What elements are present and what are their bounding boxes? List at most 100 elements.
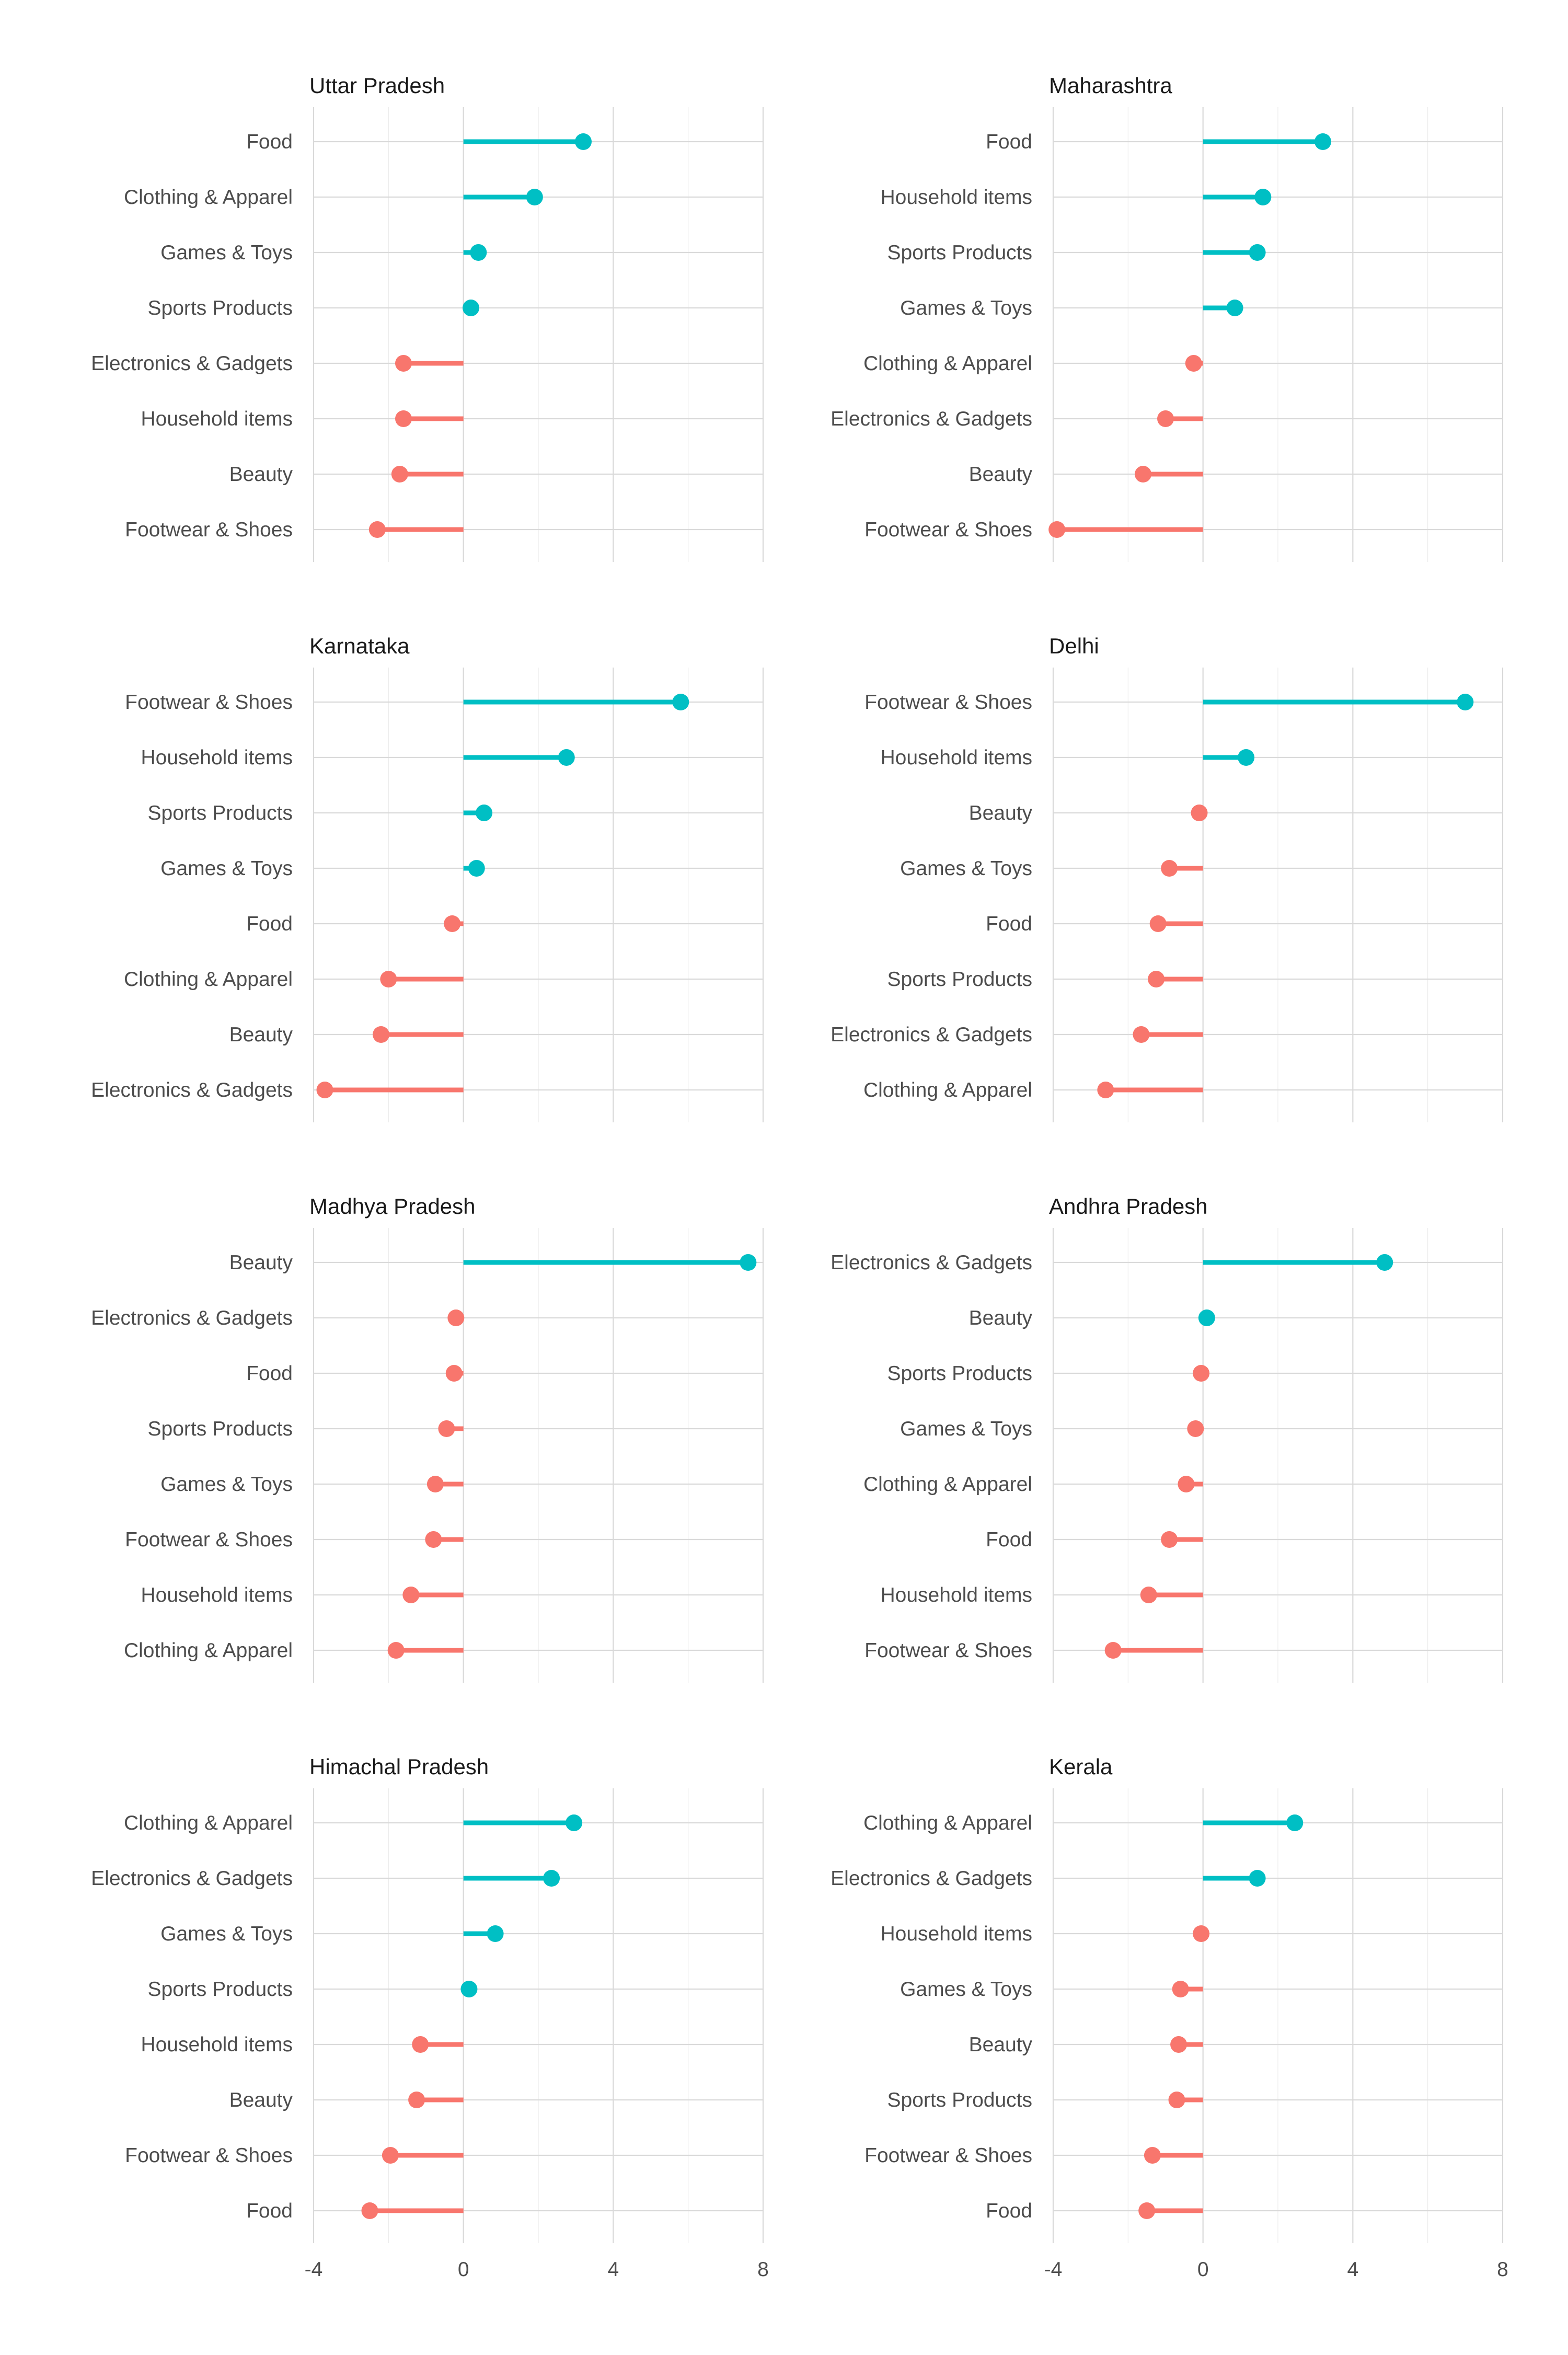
- lollipop-point: [1172, 1981, 1189, 1997]
- panel-title: Maharashtra: [1049, 73, 1172, 98]
- category-label: Beauty: [229, 2089, 293, 2111]
- category-label: Games & Toys: [160, 1473, 293, 1496]
- lollipop-point: [566, 1814, 583, 1831]
- category-label: Food: [246, 1362, 293, 1385]
- category-label: Food: [246, 913, 293, 935]
- lollipop-point: [1170, 2036, 1187, 2053]
- lollipop-point: [1249, 1870, 1266, 1887]
- lollipop-point: [426, 1476, 444, 1492]
- lollipop-point: [575, 133, 592, 150]
- lollipop-point: [373, 1026, 389, 1043]
- lollipop-point: [1238, 749, 1255, 766]
- panel-uttar-pradesh: Uttar Pradesh Food Clothing & Apparel Games…: [91, 73, 764, 562]
- category-label: Food: [986, 131, 1032, 153]
- panel-kerala: Kerala Clothing & Apparel Electronics & Ga…: [831, 1754, 1508, 2281]
- lollipop-point: [361, 2202, 378, 2219]
- lollipop-point: [672, 694, 689, 710]
- category-label: Food: [986, 913, 1032, 935]
- category-label: Clothing & Apparel: [863, 352, 1032, 375]
- x-tick-label: 0: [1197, 2258, 1209, 2281]
- lollipop-point: [395, 355, 412, 372]
- panel-title: Kerala: [1049, 1754, 1113, 1779]
- lollipop-point: [543, 1870, 560, 1887]
- category-label: Games & Toys: [900, 297, 1032, 319]
- lollipop-point: [444, 915, 461, 932]
- lollipop-point: [476, 805, 493, 821]
- lollipop-point: [1135, 466, 1151, 483]
- category-label: Electronics & Gadgets: [831, 1024, 1032, 1046]
- category-label: Household items: [881, 746, 1032, 769]
- category-label: Clothing & Apparel: [124, 968, 293, 991]
- category-label: Footwear & Shoes: [864, 1639, 1032, 1662]
- lollipop-point: [1254, 189, 1272, 205]
- panel-himachal-pradesh: Himachal Pradesh Clothing & Apparel Electr…: [91, 1754, 769, 2281]
- panel-andhra-pradesh: Andhra Pradesh Electronics & Gadgets Beaut…: [831, 1194, 1504, 1683]
- lollipop-point: [470, 244, 487, 261]
- lollipop-point: [460, 1981, 478, 1997]
- x-tick-label: 0: [458, 2258, 469, 2281]
- category-label: Sports Products: [148, 1418, 293, 1440]
- lollipop-point: [487, 1925, 504, 1942]
- category-label: Household items: [881, 1923, 1032, 1945]
- lollipop-point: [740, 1254, 757, 1271]
- lollipop-point: [1178, 1476, 1195, 1492]
- lollipop-point: [1168, 2092, 1185, 2108]
- category-label: Sports Products: [148, 297, 293, 319]
- category-label: Games & Toys: [160, 1923, 293, 1945]
- category-label: Clothing & Apparel: [124, 1639, 293, 1662]
- lollipop-point: [1193, 1365, 1210, 1382]
- category-label: Sports Products: [887, 242, 1032, 264]
- lollipop-point: [1193, 1925, 1210, 1942]
- lollipop-point: [395, 410, 412, 427]
- lollipop-point: [463, 300, 479, 316]
- category-label: Sports Products: [887, 2089, 1032, 2111]
- category-label: Household items: [881, 186, 1032, 209]
- lollipop-point: [316, 1082, 333, 1098]
- lollipop-point: [468, 860, 485, 877]
- lollipop-point: [1104, 1642, 1122, 1659]
- category-label: Clothing & Apparel: [863, 1473, 1032, 1496]
- category-label: Games & Toys: [900, 857, 1032, 880]
- category-label: Footwear & Shoes: [125, 1529, 293, 1551]
- panel-title: Himachal Pradesh: [309, 1754, 489, 1779]
- category-label: Sports Products: [887, 968, 1032, 991]
- category-label: Beauty: [969, 802, 1033, 824]
- lollipop-point: [1286, 1814, 1304, 1831]
- lollipop-point: [1157, 410, 1174, 427]
- lollipop-point: [1161, 1531, 1178, 1548]
- lollipop-point: [1249, 244, 1266, 261]
- lollipop-point: [1138, 2202, 1156, 2219]
- category-label: Household items: [881, 1584, 1032, 1606]
- panel-title: Delhi: [1049, 634, 1099, 658]
- category-label: Beauty: [229, 1024, 293, 1046]
- category-label: Electronics & Gadgets: [831, 408, 1032, 430]
- category-label: Footwear & Shoes: [864, 2144, 1032, 2167]
- panel-maharashtra: Maharashtra Food Household items Sports Pro…: [831, 73, 1504, 562]
- category-label: Electronics & Gadgets: [91, 1867, 293, 1890]
- x-tick-label: -4: [305, 2258, 323, 2281]
- category-label: Household items: [141, 408, 293, 430]
- category-label: Games & Toys: [900, 1418, 1032, 1440]
- category-label: Beauty: [969, 1307, 1033, 1329]
- category-label: Footwear & Shoes: [864, 691, 1032, 714]
- panel-title: Madhya Pradesh: [309, 1194, 476, 1219]
- category-label: Beauty: [229, 463, 293, 486]
- lollipop-point: [387, 1642, 405, 1659]
- category-label: Sports Products: [148, 1978, 293, 2001]
- category-label: Electronics & Gadgets: [91, 352, 293, 375]
- lollipop-point: [391, 466, 408, 483]
- lollipop-point: [558, 749, 575, 766]
- panel-title: Andhra Pradesh: [1049, 1194, 1208, 1219]
- x-tick-label: 8: [757, 2258, 769, 2281]
- x-tick-label: -4: [1044, 2258, 1063, 2281]
- category-label: Household items: [141, 1584, 293, 1606]
- category-label: Footwear & Shoes: [125, 519, 293, 541]
- category-label: Electronics & Gadgets: [91, 1079, 293, 1101]
- category-label: Household items: [141, 2034, 293, 2056]
- lollipop-point: [1191, 805, 1208, 821]
- category-label: Games & Toys: [900, 1978, 1032, 2001]
- category-label: Beauty: [229, 1251, 293, 1274]
- lollipop-point: [408, 2092, 425, 2108]
- lollipop-point: [368, 521, 386, 538]
